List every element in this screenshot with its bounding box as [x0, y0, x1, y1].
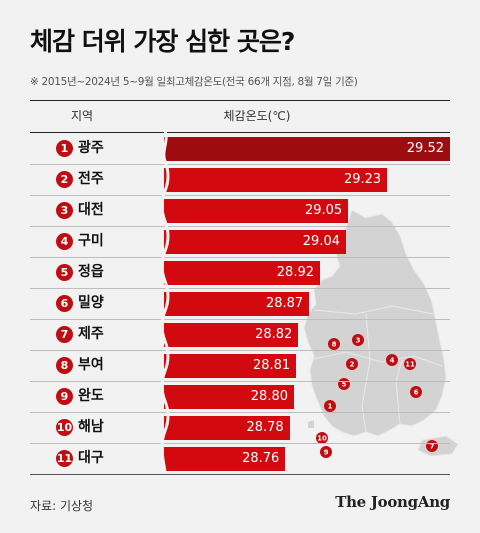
rank-badge: 11 — [56, 450, 73, 467]
row-divider — [30, 381, 450, 382]
row-divider — [30, 350, 450, 351]
bar — [164, 385, 294, 409]
row-divider — [30, 443, 450, 444]
region-label: 대전 — [78, 202, 104, 218]
header-bottom-rule — [30, 132, 450, 133]
row-divider — [30, 319, 450, 320]
map-marker-label-3: 3 — [356, 337, 361, 345]
korea-map: 1 2 3 4 5 6 7 8 9 10 11 — [303, 210, 459, 458]
map-marker-6 — [410, 386, 422, 398]
row-divider — [30, 257, 450, 258]
bar-value-label: 28.87 — [265, 296, 304, 311]
map-marker-4 — [386, 354, 398, 366]
bar-row: 4 구미 29.04 — [30, 226, 450, 257]
source-note: 자료: 기상청 — [30, 499, 94, 513]
bar-row: 10 해남 28.78 — [30, 412, 450, 443]
region-label: 전주 — [78, 171, 104, 187]
bar-row: 6 밀양 28.87 — [30, 288, 450, 319]
bar-row: 7 제주 28.82 — [30, 319, 450, 350]
bar — [164, 323, 299, 347]
rank-badge: 1 — [56, 140, 73, 157]
bar-row: 8 부여 28.81 — [30, 350, 450, 381]
bar-row: 2 전주 29.23 — [30, 164, 450, 195]
row-divider — [30, 226, 450, 227]
rank-badge: 8 — [56, 357, 73, 374]
map-marker-label-11: 11 — [405, 361, 415, 369]
bar-value-label: 28.82 — [255, 327, 293, 342]
map-marker-label-5: 5 — [342, 381, 347, 389]
bar-value-label: 29.23 — [343, 172, 382, 187]
axis-break-line — [160, 131, 170, 471]
bar-value-label: 28.76 — [242, 451, 280, 466]
bar-value-label: 28.80 — [250, 389, 288, 404]
table-bottom-rule — [30, 474, 450, 475]
bar-value-label: 29.05 — [304, 203, 343, 218]
bar-value-label: 28.92 — [276, 265, 314, 280]
bar-value-label: 29.52 — [406, 141, 444, 156]
bar-row: 9 완도 28.80 — [30, 381, 450, 412]
column-header-region: 지역 — [70, 109, 94, 123]
bar-value-label: 28.81 — [252, 358, 291, 373]
map-marker-label-4: 4 — [390, 357, 395, 365]
map-marker-2 — [346, 358, 358, 370]
map-marker-9 — [320, 446, 332, 458]
bar — [164, 261, 320, 285]
map-marker-label-2: 2 — [350, 361, 355, 369]
map-marker-3 — [352, 334, 364, 346]
bar — [164, 292, 310, 316]
region-label: 완도 — [78, 388, 104, 404]
map-marker-label-6: 6 — [414, 389, 419, 397]
chart-subtitle: ※ 2015년~2024년 5~9월 일최고체감온도(전국 66개 지점, 8월… — [30, 76, 358, 88]
map-marker-label-1: 1 — [328, 403, 333, 411]
bar — [164, 230, 346, 254]
rank-badge: 7 — [56, 326, 73, 343]
bar-value-label: 29.04 — [302, 234, 340, 249]
bar-value-label: 28.78 — [246, 420, 284, 435]
bar-row: 11 대구 28.76 — [30, 443, 450, 474]
map-marker-10 — [316, 432, 328, 444]
column-header-value: 체감온도(℃) — [223, 109, 291, 123]
region-label: 대구 — [78, 450, 104, 466]
row-divider — [30, 288, 450, 289]
rank-badge: 5 — [56, 264, 73, 281]
rank-badge: 3 — [56, 202, 73, 219]
map-marker-label-8: 8 — [332, 341, 337, 349]
region-label: 해남 — [78, 419, 104, 435]
region-label: 구미 — [78, 233, 104, 249]
region-label: 광주 — [78, 140, 104, 156]
row-divider — [30, 412, 450, 413]
row-divider — [30, 195, 450, 196]
rank-badge: 10 — [56, 419, 73, 436]
bar-row: 1 광주 29.52 — [30, 133, 450, 164]
region-label: 밀양 — [78, 295, 104, 311]
bar — [164, 416, 290, 440]
rank-badge: 4 — [56, 233, 73, 250]
bar — [164, 199, 349, 223]
bar-row: 5 정읍 28.92 — [30, 257, 450, 288]
bar — [164, 354, 297, 378]
region-label: 제주 — [78, 326, 104, 342]
bar-row: 3 대전 29.05 — [30, 195, 450, 226]
map-marker-label-10: 10 — [317, 435, 327, 443]
map-marker-label-7: 7 — [430, 443, 435, 451]
bar — [164, 137, 450, 161]
region-label: 부여 — [78, 357, 104, 373]
map-marker-8 — [328, 338, 340, 350]
bar — [164, 447, 286, 471]
publisher-logo: The JoongAng — [335, 493, 450, 511]
region-label: 정읍 — [78, 264, 104, 280]
rank-badge: 2 — [56, 171, 73, 188]
map-marker-label-9: 9 — [324, 449, 329, 457]
rank-badge: 6 — [56, 295, 73, 312]
header-top-rule — [30, 100, 450, 101]
row-divider — [30, 164, 450, 165]
map-marker-1 — [324, 400, 336, 412]
bar — [164, 168, 388, 192]
map-marker-11 — [404, 358, 416, 370]
rank-badge: 9 — [56, 388, 73, 405]
chart-title: 체감 더위 가장 심한 곳은? — [30, 27, 295, 56]
